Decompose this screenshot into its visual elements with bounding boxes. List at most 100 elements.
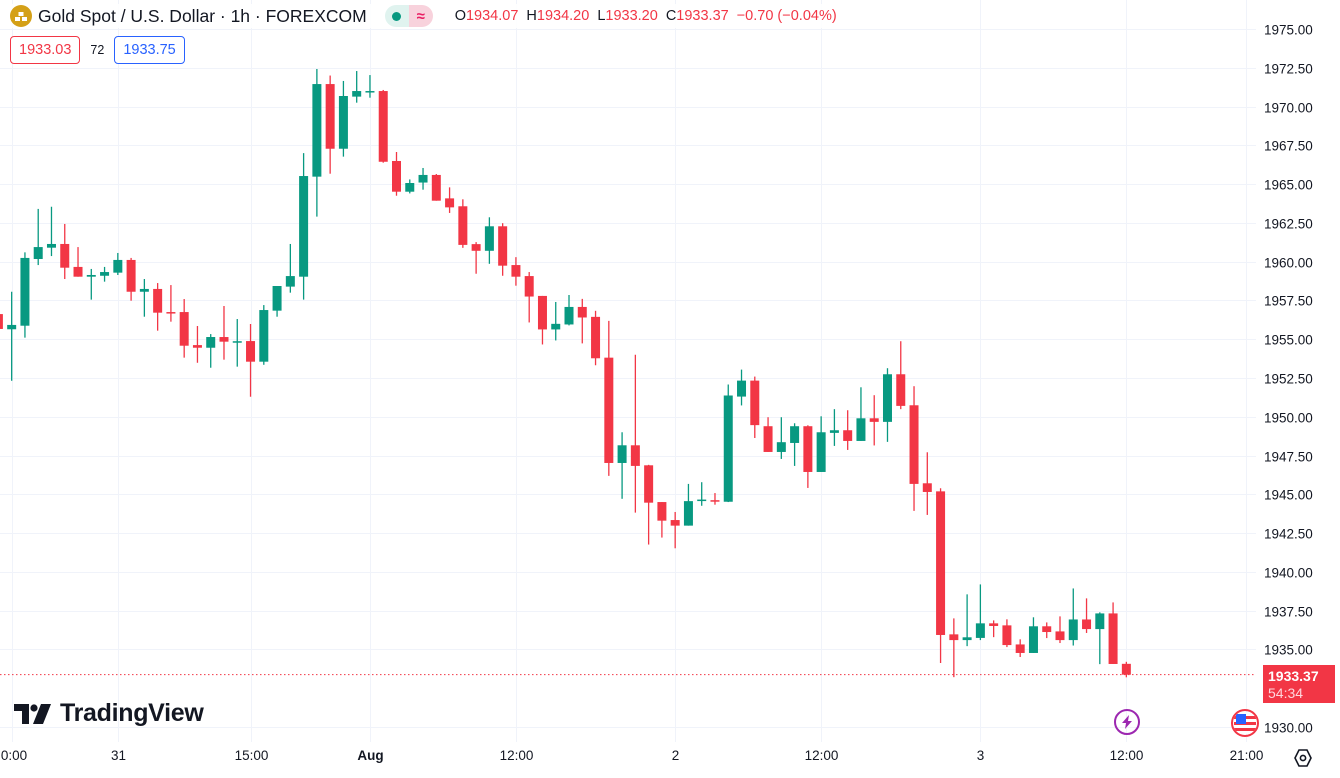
candle-body-up [551,323,561,330]
candle-body-down [325,84,335,149]
status-pill[interactable]: ≈ [384,5,433,27]
candle-body-down [1108,613,1118,664]
price-tick-label: 1935.00 [1264,642,1313,657]
candle-body-down [803,426,813,472]
candle-body-down [445,198,455,208]
indicator-icon: ≈ [408,5,433,27]
candle-body-up [272,286,282,311]
price-tick-label: 1947.50 [1264,449,1313,464]
candle-body-down [630,445,640,466]
price-tick-label: 1962.50 [1264,216,1313,231]
candle-body-up [829,430,839,433]
price-tick-label: 1937.50 [1264,604,1313,619]
candle-body-up [20,257,30,326]
candle-body-up [139,288,149,292]
tradingview-logo[interactable]: TradingView [14,699,204,728]
candle-body-up [299,176,309,277]
lightning-icon[interactable] [1114,709,1140,735]
candle-body-down [179,312,189,346]
candle-body-down [73,266,83,277]
price-tick-label: 1970.00 [1264,100,1313,115]
chart-pane[interactable] [0,0,1256,742]
candle-body-up [352,91,362,97]
ohlc-values: O1934.07 H1934.20 L1933.20 C1933.37 −0.7… [455,8,837,24]
last-price-label: 1933.37 54:34 [1263,665,1335,703]
time-tick-label: 12:00 [804,748,839,763]
price-tick-label: 1972.50 [1264,61,1313,76]
candle-body-down [60,243,70,268]
candle-body-up [790,426,800,443]
candle-body-down [710,500,720,502]
price-tick-label: 1945.00 [1264,487,1313,502]
candle-body-up [737,380,747,397]
price-tick-label: 1967.50 [1264,138,1313,153]
candle-body-up [418,174,428,183]
low-value: 1933.20 [605,8,658,24]
high-value: 1934.20 [536,8,590,24]
candle-body-down [166,312,176,314]
symbol-title[interactable]: Gold Spot / U.S. Dollar · 1h · FOREXCOM [38,5,367,26]
price-tick-label: 1942.50 [1264,526,1313,541]
candle-body-up [312,84,322,177]
candle-body-down [378,91,388,162]
candle-body-up [564,306,574,325]
candle-body-up [405,183,415,192]
candle-body-up [697,499,707,502]
candle-body-down [458,206,468,245]
candle-body-up [365,91,375,93]
gold-symbol-icon [10,5,32,27]
time-tick-label: 12:00 [1109,748,1144,763]
candle-body-up [7,324,17,330]
candle-body-down [949,634,959,641]
candle-body-down [922,483,932,492]
candle-body-up [816,432,826,472]
candle-body-down [1055,631,1065,641]
time-tick-label: 3 [976,748,985,763]
candle-body-down [644,465,654,503]
change-value: −0.70 (−0.04%) [736,8,837,24]
tradingview-logo-icon [14,703,51,724]
candle-body-down [537,295,547,330]
open-label: O [454,8,466,24]
price-tick-label: 1930.00 [1264,720,1313,735]
candle-body-down [524,276,534,297]
candle-body-up [1095,613,1105,630]
sell-button[interactable]: 1933.03 [10,36,81,64]
candle-body-up [33,247,43,260]
candle-body-up [86,274,96,277]
candle-body-up [206,337,216,348]
candle-body-down [431,174,441,201]
candle-body-down [577,306,587,318]
candle-body-down [126,259,136,292]
buy-button[interactable]: 1933.75 [114,36,185,64]
candle-body-down [192,345,202,348]
price-tick-label: 1957.50 [1264,293,1313,308]
candlestick-chart[interactable] [0,0,1256,742]
price-tick-label: 1975.00 [1264,22,1313,37]
candle-body-up [962,637,972,641]
candle-body-up [617,445,627,463]
candle-body-down [989,623,999,626]
candle-body-up [259,310,269,362]
candle-body-up [285,276,295,287]
candle-body-up [113,259,123,273]
time-tick-label: 0:00 [0,748,28,763]
time-tick-label: 31 [110,748,127,763]
price-axis[interactable]: 1975.00 1972.50 1970.00 1967.50 1965.00 1962.… [1256,0,1340,742]
time-tick-label: 12:00 [499,748,534,763]
settings-icon[interactable] [1290,745,1316,771]
time-axis[interactable]: 0:00 31 15:00 Aug 12:00 2 12:00 3 12:00 21:00 [0,742,1264,778]
candle-body-up [683,501,693,526]
candle-body-up [975,623,985,638]
high-label: H [526,8,537,24]
candle-body-up [723,395,733,502]
close-label: C [665,8,677,24]
logo-text: TradingView [60,699,204,727]
candle-body-up [338,96,348,149]
candle-body-down [498,226,508,266]
market-open-icon [384,5,409,27]
candle-body-down [0,314,3,329]
price-tick-label: 1955.00 [1264,332,1313,347]
us-flag-icon[interactable] [1231,709,1259,737]
candle-body-down [936,491,946,635]
